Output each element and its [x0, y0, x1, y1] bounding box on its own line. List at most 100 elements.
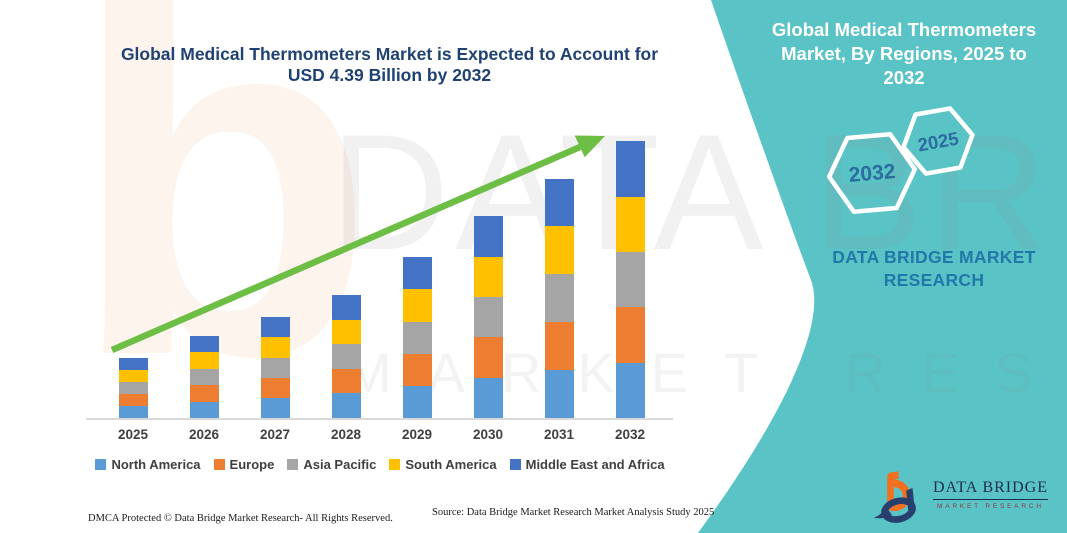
bar-segment-south-america-2032 — [615, 196, 645, 253]
chart-title: Global Medical Thermometers Market is Ex… — [92, 44, 687, 86]
legend-label-north-america: North America — [111, 457, 201, 472]
legend-swatch-europe — [213, 459, 225, 470]
bar-stack-2028 — [331, 295, 361, 418]
bar-segment-north-america-2030 — [473, 377, 503, 418]
brand-wordmark-line2: RESEARCH — [883, 270, 985, 290]
bar-segment-asia-pacific-2030 — [473, 297, 503, 338]
bar-segment-middle-east-and-africa-2032 — [615, 141, 645, 197]
legend-label-south-america: South America — [405, 457, 497, 472]
company-logo: DATA BRIDGE MARKET RESEARCH — [872, 464, 1048, 524]
x-axis-label-2030: 2030 — [472, 427, 504, 442]
logo-d-stem — [906, 487, 915, 511]
company-logo-name: DATA BRIDGE — [932, 479, 1048, 500]
watermark-marketresearch-text: MARKET RESEARCH — [345, 341, 1067, 404]
bar-segment-europe-2025 — [118, 394, 148, 407]
bar-segment-asia-pacific-2031 — [544, 274, 574, 323]
chart-title-line2: USD 4.39 Billion by 2032 — [287, 65, 492, 85]
x-axis-label-2031: 2031 — [543, 427, 575, 442]
bar-stack-2031 — [544, 178, 574, 418]
bar-segment-asia-pacific-2026 — [189, 368, 219, 386]
legend-item-middle-east-and-africa: Middle East and Africa — [509, 457, 665, 472]
bar-segment-south-america-2030 — [473, 256, 503, 298]
bar-segment-asia-pacific-2027 — [260, 357, 290, 378]
bar-segment-europe-2028 — [331, 368, 361, 394]
bar-stack-2029 — [402, 257, 432, 418]
bar-stack-2030 — [473, 216, 503, 418]
chart-title-line1: Global Medical Thermometers Market is Ex… — [120, 44, 659, 64]
hexagon-2032: 2032 — [826, 132, 918, 214]
teal-panel-shape — [698, 0, 1067, 533]
bar-segment-north-america-2031 — [544, 370, 574, 418]
hexagon-2032-label: 2032 — [848, 160, 897, 187]
bar-segment-north-america-2025 — [118, 406, 148, 418]
bar-segment-europe-2031 — [544, 322, 574, 371]
bar-segment-north-america-2032 — [615, 362, 645, 418]
stacked-bar-plot: 2025 2026 2027 2028 2029 2030 2031 2032 — [117, 141, 646, 442]
legend-item-north-america: North America — [95, 457, 201, 472]
x-axis-label-2026: 2026 — [188, 427, 220, 442]
legend-swatch-middle-east-and-africa — [509, 459, 521, 470]
bar-segment-europe-2027 — [260, 377, 290, 398]
bar-segment-south-america-2025 — [118, 370, 148, 383]
x-axis-label-2025: 2025 — [117, 427, 149, 442]
legend-label-europe: Europe — [229, 457, 275, 472]
bar-segment-europe-2030 — [473, 337, 503, 378]
legend-item-europe: Europe — [213, 457, 275, 472]
year-hexagons: 2032 2025 — [826, 106, 975, 214]
side-panel-title-line1: Global Medical Thermometers — [771, 19, 1037, 40]
x-axis-label-2029: 2029 — [401, 427, 433, 442]
logo-d-tail — [873, 507, 892, 519]
bar-segment-asia-pacific-2025 — [118, 382, 148, 395]
hexagon-2025: 2025 — [901, 106, 975, 176]
bar-segment-middle-east-and-africa-2028 — [331, 295, 361, 320]
x-axis-label-2028: 2028 — [330, 427, 362, 442]
hexagon-2025-outline — [901, 106, 975, 176]
legend-item-asia-pacific: Asia Pacific — [287, 457, 376, 472]
bar-segment-middle-east-and-africa-2031 — [544, 178, 574, 227]
bar-segment-europe-2026 — [189, 385, 219, 402]
company-logo-text: DATA BRIDGE MARKET RESEARCH — [932, 479, 1048, 510]
bar-segment-middle-east-and-africa-2030 — [473, 216, 503, 257]
bar-segment-middle-east-and-africa-2029 — [402, 257, 432, 290]
source-note: Source: Data Bridge Market Research Mark… — [432, 507, 715, 518]
bar-segment-asia-pacific-2029 — [402, 321, 432, 354]
hexagon-2032-outline — [826, 132, 918, 214]
bar-segment-europe-2032 — [615, 307, 645, 363]
legend-swatch-south-america — [389, 459, 401, 470]
dmca-notice: DMCA Protected © Data Bridge Market Rese… — [88, 513, 393, 524]
bar-stack-2027 — [260, 317, 290, 418]
x-axis-line — [86, 418, 673, 420]
logo-b-stem — [887, 471, 899, 508]
brand-wordmark-line1: DATA BRIDGE MARKET — [832, 247, 1036, 267]
bar-segment-middle-east-and-africa-2027 — [260, 317, 290, 338]
bar-segment-south-america-2027 — [260, 337, 290, 358]
legend-label-middle-east-and-africa: Middle East and Africa — [525, 457, 665, 472]
x-axis-label-2027: 2027 — [259, 427, 291, 442]
legend-swatch-asia-pacific — [287, 459, 299, 470]
brand-wordmark: DATA BRIDGE MARKET RESEARCH — [818, 246, 1050, 292]
bar-segment-south-america-2028 — [331, 319, 361, 345]
bar-segment-middle-east-and-africa-2026 — [189, 336, 219, 353]
bar-segment-south-america-2031 — [544, 226, 574, 275]
side-panel-title-line2: Market, By Regions, 2025 to 2032 — [781, 43, 1027, 88]
bar-segment-north-america-2027 — [260, 397, 290, 418]
bar-segment-south-america-2026 — [189, 352, 219, 369]
bar-segment-north-america-2028 — [331, 393, 361, 418]
bar-stack-2026 — [189, 336, 219, 418]
side-panel-title: Global Medical Thermometers Market, By R… — [758, 18, 1050, 90]
company-logo-icon — [873, 471, 916, 523]
bar-segment-north-america-2026 — [189, 401, 219, 418]
bar-segment-middle-east-and-africa-2025 — [118, 358, 148, 371]
bar-segment-asia-pacific-2032 — [615, 252, 645, 308]
x-axis-label-2032: 2032 — [614, 427, 646, 442]
legend: North America Europe Asia Pacific South Ame… — [80, 457, 680, 472]
bar-segment-south-america-2029 — [402, 289, 432, 322]
bar-segment-europe-2029 — [402, 353, 432, 386]
bar-segment-asia-pacific-2028 — [331, 344, 361, 369]
bar-stack-2025 — [118, 358, 148, 418]
legend-swatch-north-america — [95, 459, 107, 470]
legend-item-south-america: South America — [389, 457, 497, 472]
company-logo-subtitle: MARKET RESEARCH — [937, 502, 1044, 510]
